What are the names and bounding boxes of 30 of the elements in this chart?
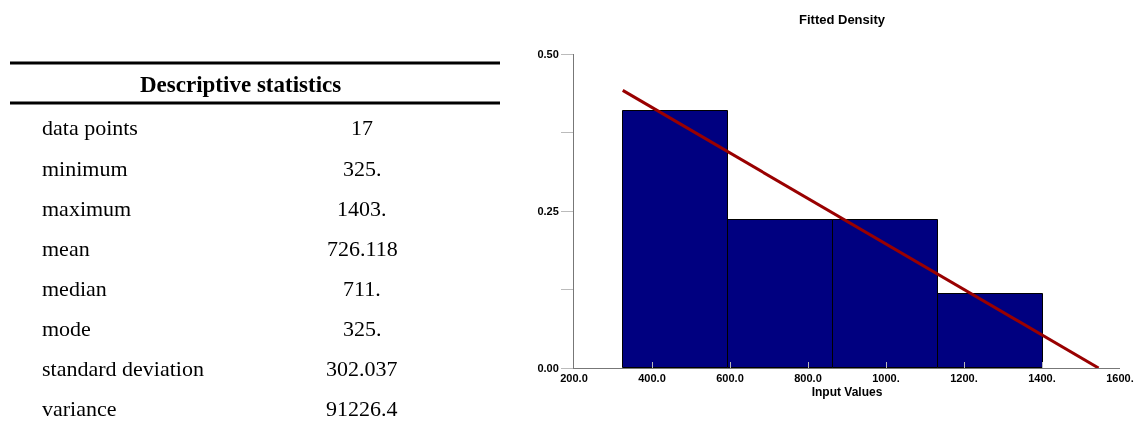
text: mode bbox=[42, 316, 91, 341]
x-tick-label: 200.0 bbox=[560, 372, 588, 385]
text: 1403. bbox=[337, 196, 387, 221]
x-tick-label: 1600. bbox=[1106, 372, 1134, 385]
text: minimum bbox=[42, 156, 128, 181]
x-tick-label: 1200. bbox=[950, 372, 978, 385]
text: median bbox=[42, 276, 107, 301]
text: 711. bbox=[343, 276, 381, 301]
chart-title: Fitted Density bbox=[799, 12, 886, 27]
y-tick-label: 0.00 bbox=[537, 361, 559, 374]
text: maximum bbox=[42, 196, 132, 221]
x-tick-label: 1400. bbox=[1028, 372, 1056, 385]
x-axis-title: Input Values bbox=[811, 385, 883, 400]
text: variance bbox=[42, 396, 117, 421]
x-tick-label: 400.0 bbox=[638, 372, 666, 385]
y-tick-label: 0.25 bbox=[537, 204, 559, 217]
y-tick-label: 0.50 bbox=[537, 47, 559, 60]
text: standard deviation bbox=[42, 356, 204, 381]
x-tick-label: 600.0 bbox=[716, 372, 744, 385]
text: 17 bbox=[351, 115, 373, 140]
text: 302.037 bbox=[326, 356, 398, 381]
x-tick-label: 1000. bbox=[872, 372, 900, 385]
text: Descriptive statistics bbox=[140, 72, 342, 97]
text: data points bbox=[42, 115, 138, 140]
text: mean bbox=[42, 236, 90, 261]
text: 91226.4 bbox=[326, 396, 398, 421]
text: 325. bbox=[343, 156, 382, 181]
text: 726.118 bbox=[327, 236, 398, 261]
text: 325. bbox=[343, 316, 382, 341]
x-tick-label: 800.0 bbox=[794, 372, 822, 385]
